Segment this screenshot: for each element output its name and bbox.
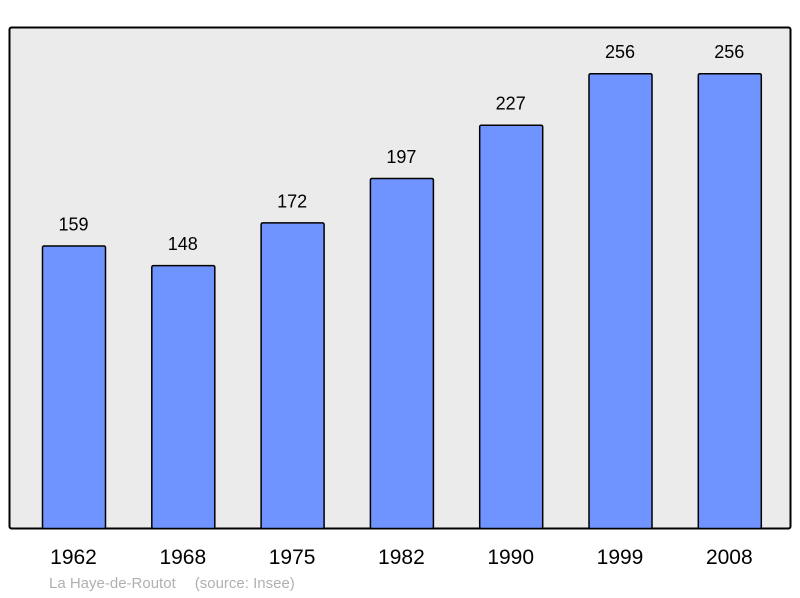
data-label-1999: 256 <box>605 42 635 62</box>
x-tick-label-1990: 1990 <box>487 546 534 569</box>
data-label-1975: 172 <box>277 191 307 211</box>
x-tick-label-1968: 1968 <box>159 546 206 569</box>
x-tick-label-1982: 1982 <box>378 546 425 569</box>
bar-1975 <box>260 222 325 530</box>
caption-place: La Haye-de-Routot <box>49 575 176 592</box>
data-label-1990: 227 <box>496 94 526 114</box>
x-tick-label-1975: 1975 <box>269 546 316 569</box>
bar-1968 <box>151 264 216 530</box>
x-tick-label-1962: 1962 <box>50 546 97 569</box>
data-label-1968: 148 <box>168 234 198 254</box>
chart-caption: La Haye-de-Routot (source: Insee) <box>49 575 314 592</box>
data-label-1962: 159 <box>58 215 88 235</box>
bar-1990 <box>478 124 544 530</box>
bar-1982 <box>369 177 435 530</box>
data-label-2008: 256 <box>714 42 744 62</box>
bar-1999 <box>588 72 653 530</box>
bar-2008 <box>697 72 763 530</box>
x-tick-label-1999: 1999 <box>597 546 644 569</box>
x-tick-label-2008: 2008 <box>706 546 753 569</box>
bar-1962 <box>41 245 107 530</box>
caption-source: (source: Insee) <box>194 575 295 592</box>
data-label-1982: 197 <box>386 147 416 167</box>
